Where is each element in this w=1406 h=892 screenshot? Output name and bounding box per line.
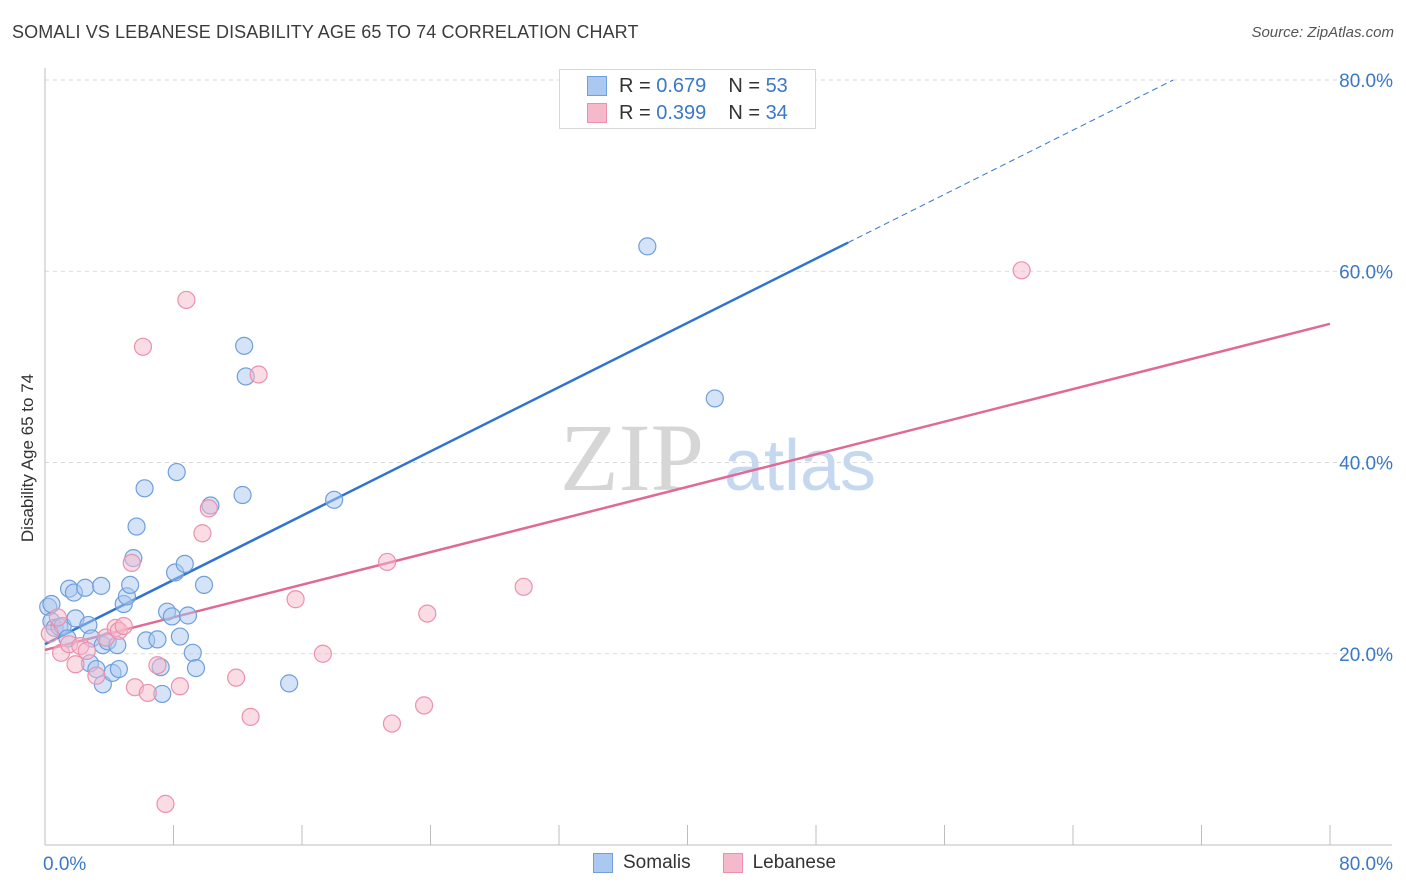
point-lebanese xyxy=(382,714,402,733)
tick-labels: 20.0% 40.0% 60.0% 80.0% 0.0% 80.0% xyxy=(43,71,1393,875)
point-somalis xyxy=(280,674,299,693)
point-lebanese xyxy=(313,644,332,663)
point-lebanese xyxy=(114,616,133,636)
legend-n-label: N = xyxy=(728,74,760,97)
point-lebanese xyxy=(122,553,141,573)
point-somalis xyxy=(76,578,95,597)
legend-row-somalis: R = 0.679 N = 53 xyxy=(587,73,788,99)
point-somalis xyxy=(121,575,140,595)
legend-row-lebanese: R = 0.399 N = 34 xyxy=(587,100,788,126)
point-somalis xyxy=(92,576,111,595)
point-somalis xyxy=(233,485,252,505)
legend-swatch-lebanese xyxy=(722,853,743,873)
correlation-legend: R = 0.679 N = 53 R = 0.399 N = 34 xyxy=(559,69,816,129)
legend-r-value-lebanese: 0.399 xyxy=(656,101,707,124)
legend-n-label: N = xyxy=(728,101,760,124)
point-lebanese xyxy=(133,337,153,356)
legend-swatch-somalis xyxy=(593,853,613,873)
point-somalis xyxy=(186,658,206,678)
point-lebanese xyxy=(156,794,175,813)
point-lebanese xyxy=(193,524,212,543)
x-tick-label: 0.0% xyxy=(43,854,86,875)
legend-swatch-somalis xyxy=(587,76,607,96)
point-lebanese xyxy=(418,604,437,623)
point-somalis xyxy=(167,462,186,482)
point-lebanese xyxy=(1012,261,1031,280)
point-somalis xyxy=(127,517,146,536)
point-lebanese xyxy=(66,655,85,674)
point-somalis xyxy=(638,237,657,256)
point-somalis xyxy=(148,630,167,649)
legend-swatch-lebanese xyxy=(587,103,607,123)
data-points xyxy=(39,237,1031,813)
point-somalis xyxy=(109,659,128,679)
y-tick-label: 80.0% xyxy=(1339,71,1393,92)
point-lebanese xyxy=(48,608,67,627)
point-lebanese xyxy=(40,624,59,643)
legend-item-lebanese: Lebanese xyxy=(722,852,837,874)
chart-source: Source: ZipAtlas.com xyxy=(1251,24,1394,41)
point-somalis xyxy=(162,607,181,626)
point-somalis xyxy=(183,643,202,662)
point-lebanese xyxy=(170,677,190,696)
point-lebanese xyxy=(286,590,305,609)
trend-lines xyxy=(44,79,1331,652)
legend-r-label: R = xyxy=(619,74,651,97)
point-lebanese xyxy=(514,577,533,596)
legend-r-label: R = xyxy=(619,101,651,124)
point-lebanese xyxy=(87,666,106,685)
legend-n-value-lebanese: 34 xyxy=(765,101,788,124)
y-tick-label: 60.0% xyxy=(1339,262,1393,283)
legend-r-value-somalis: 0.679 xyxy=(656,74,707,97)
point-lebanese xyxy=(414,696,434,715)
series-legend: Somalis Lebanese xyxy=(593,852,868,874)
gridlines xyxy=(45,79,1392,655)
point-somalis xyxy=(235,336,254,355)
point-lebanese xyxy=(249,365,268,384)
legend-label-somalis: Somalis xyxy=(623,852,691,873)
point-lebanese xyxy=(138,683,157,703)
point-lebanese xyxy=(177,290,196,310)
point-somalis xyxy=(194,575,214,595)
watermark-zip: ZIP xyxy=(560,404,704,511)
point-lebanese xyxy=(148,656,167,675)
legend-item-somalis: Somalis xyxy=(593,852,691,874)
trend-line-somalis-extension xyxy=(847,79,1174,244)
point-lebanese xyxy=(378,552,397,572)
chart-title: SOMALI VS LEBANESE DISABILITY AGE 65 TO … xyxy=(12,22,639,42)
axes xyxy=(44,68,1392,846)
point-somalis xyxy=(175,554,194,573)
point-lebanese xyxy=(199,499,218,518)
y-tick-label: 40.0% xyxy=(1339,454,1393,475)
point-lebanese xyxy=(241,707,260,726)
point-lebanese xyxy=(77,641,96,660)
point-somalis xyxy=(170,627,190,646)
watermark-atlas: atlas xyxy=(724,426,876,506)
point-somalis xyxy=(135,479,154,498)
point-somalis xyxy=(325,490,344,509)
point-somalis xyxy=(178,606,198,625)
x-tick-label: 80.0% xyxy=(1339,854,1393,875)
point-somalis xyxy=(705,389,724,408)
legend-label-lebanese: Lebanese xyxy=(752,852,837,873)
watermark: ZIP atlas xyxy=(560,404,876,511)
point-lebanese xyxy=(227,668,246,687)
legend-n-value-somalis: 53 xyxy=(765,74,788,97)
trend-line-lebanese xyxy=(44,322,1331,652)
y-axis-label: Disability Age 65 to 74 xyxy=(18,373,37,543)
y-tick-label: 20.0% xyxy=(1339,645,1393,666)
